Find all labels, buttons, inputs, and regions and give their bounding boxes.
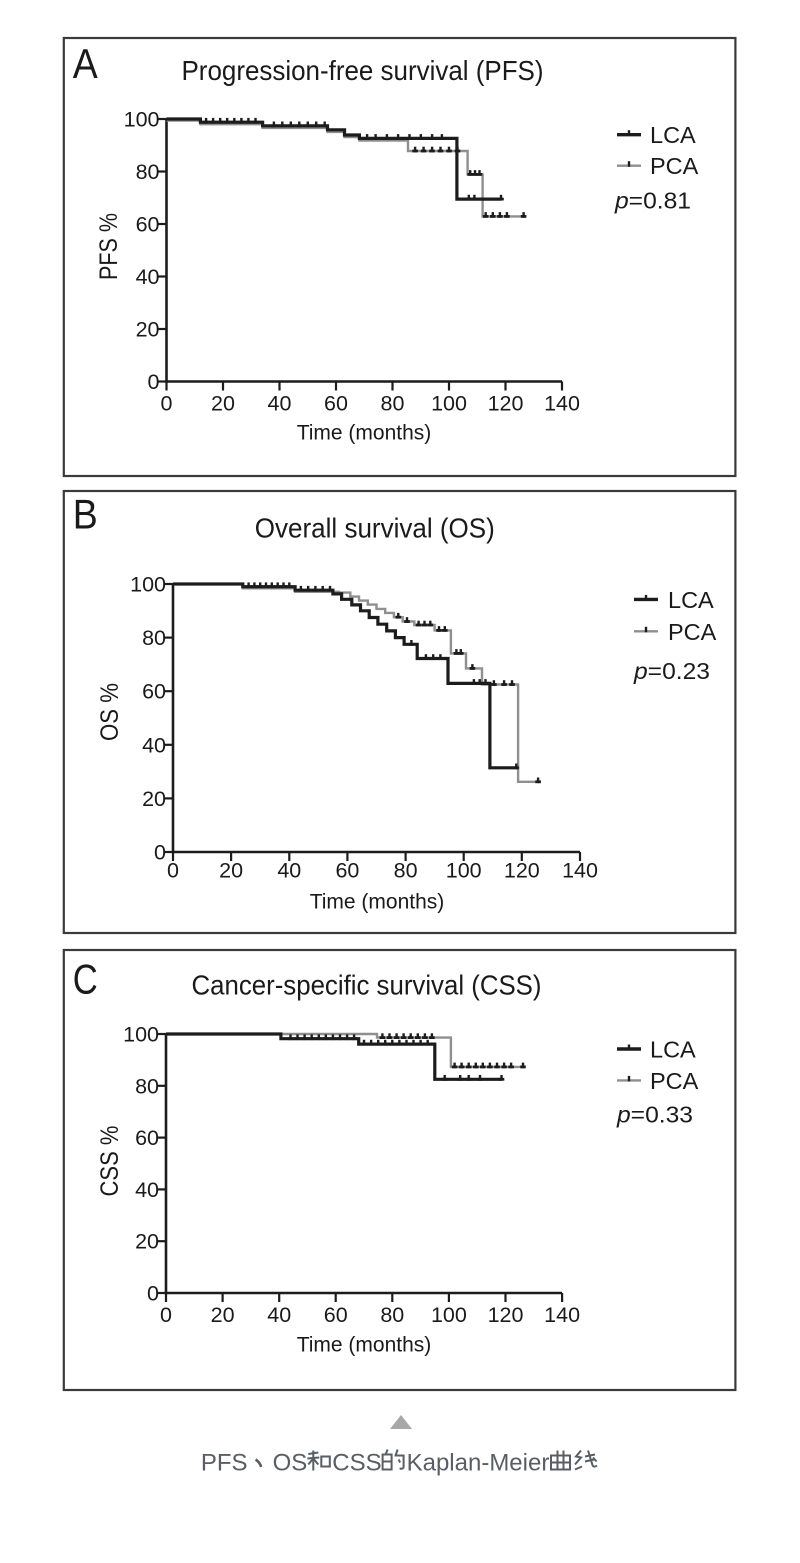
svg-text:0: 0 [148,370,160,394]
svg-text:Kaplan-Meier: Kaplan-Meier [407,1450,550,1477]
svg-text:60: 60 [324,1303,348,1327]
svg-text:PCA: PCA [650,153,699,179]
svg-text:p=0.23: p=0.23 [633,658,710,684]
svg-text:PCA: PCA [668,619,717,645]
svg-text:0: 0 [154,841,166,865]
svg-text:C: C [73,956,98,1003]
svg-text:120: 120 [488,1303,524,1327]
svg-text:140: 140 [562,859,598,883]
svg-text:0: 0 [147,1282,159,1306]
svg-text:80: 80 [136,160,160,184]
svg-text:100: 100 [123,1023,159,1047]
svg-text:Cancer-specific survival (CSS): Cancer-specific survival (CSS) [192,969,542,1001]
svg-text:CSS %: CSS % [96,1126,124,1197]
svg-text:40: 40 [277,859,301,883]
svg-text:LCA: LCA [650,122,696,148]
svg-text:Overall survival (OS): Overall survival (OS) [255,512,495,544]
svg-text:PCA: PCA [650,1068,699,1094]
svg-text:A: A [73,40,98,87]
svg-text:20: 20 [142,787,166,811]
svg-text:60: 60 [324,392,348,416]
svg-text:60: 60 [135,1126,159,1150]
svg-text:0: 0 [160,1303,172,1327]
svg-text:LCA: LCA [668,587,714,613]
svg-text:80: 80 [381,392,405,416]
svg-text:p=0.81: p=0.81 [614,188,691,214]
svg-text:100: 100 [124,108,160,132]
svg-text:Time (months): Time (months) [297,422,432,445]
svg-text:60: 60 [136,213,160,237]
svg-text:p=0.33: p=0.33 [616,1102,693,1128]
svg-text:Time (months): Time (months) [310,891,445,914]
svg-text:100: 100 [446,859,482,883]
svg-text:20: 20 [135,1230,159,1254]
svg-text:100: 100 [431,392,467,416]
svg-text:120: 120 [488,392,524,416]
svg-text:40: 40 [136,265,160,289]
svg-text:40: 40 [142,733,166,757]
svg-text:Progression-free survival (PFS: Progression-free survival (PFS) [182,54,544,86]
svg-text:OS %: OS % [96,683,124,741]
svg-text:20: 20 [219,859,243,883]
svg-text:20: 20 [211,392,235,416]
svg-text:80: 80 [135,1074,159,1098]
svg-text:40: 40 [135,1178,159,1202]
svg-text:PFS: PFS [201,1450,248,1477]
svg-text:OS: OS [273,1450,308,1477]
svg-text:20: 20 [136,318,160,342]
svg-text:140: 140 [544,1303,580,1327]
svg-text:0: 0 [161,392,173,416]
svg-text:80: 80 [142,626,166,650]
svg-text:PFS %: PFS % [95,213,123,280]
svg-text:LCA: LCA [650,1037,696,1063]
svg-text:60: 60 [335,859,359,883]
svg-text:0: 0 [167,859,179,883]
svg-text:20: 20 [211,1303,235,1327]
svg-text:60: 60 [142,680,166,704]
svg-text:40: 40 [267,1303,291,1327]
svg-text:Time (months): Time (months) [297,1334,432,1357]
svg-text:80: 80 [380,1303,404,1327]
svg-text:40: 40 [268,392,292,416]
svg-text:100: 100 [130,573,166,597]
svg-text:120: 120 [504,859,540,883]
svg-text:B: B [73,491,98,538]
svg-text:80: 80 [394,859,418,883]
svg-text:100: 100 [431,1303,467,1327]
svg-text:CSS: CSS [332,1450,381,1477]
svg-text:140: 140 [544,392,580,416]
